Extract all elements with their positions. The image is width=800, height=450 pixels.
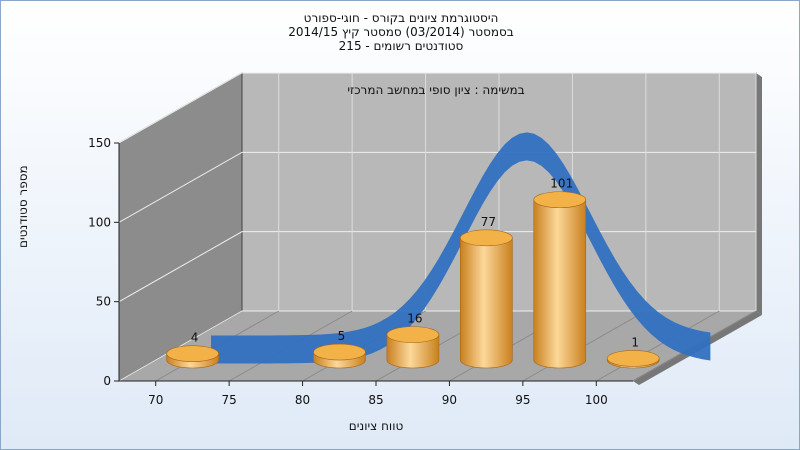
- x-tick-label: 100: [585, 393, 608, 407]
- chart-title: היסטוגרמת ציונים בקורס - חוגי-ספורט בסמס…: [1, 11, 799, 53]
- data-label: 16: [407, 312, 422, 326]
- x-tick-label: 70: [148, 393, 163, 407]
- chart-subtitle: במשימה : ציון סופי במחשב המרכזי: [347, 83, 525, 97]
- bar-top: [166, 345, 219, 362]
- normal-curve-ribbon: [211, 132, 711, 364]
- bar-body: [533, 199, 587, 369]
- bar-body: [386, 334, 440, 369]
- data-label: 77: [481, 215, 496, 229]
- x-tick-label: 90: [442, 393, 457, 407]
- x-axis-label: טווח ציונים: [348, 419, 404, 433]
- data-label: 5: [338, 329, 346, 343]
- y-tick-label: 0: [103, 374, 111, 388]
- y-axis-label: מספר סטודנטים: [16, 165, 30, 248]
- data-label: 101: [550, 177, 573, 191]
- x-tick-label: 95: [515, 393, 530, 407]
- bar: 1: [606, 335, 660, 369]
- y-gridline: [118, 72, 756, 144]
- y-tick-label: 50: [96, 295, 111, 309]
- title-line-3: סטודנטים רשומים - 215: [338, 39, 464, 53]
- bar: 5: [313, 329, 366, 369]
- floor-gridline: [596, 310, 720, 382]
- bar: 4: [166, 331, 219, 369]
- title-line-1: היסטוגרמת ציונים בקורס - חוגי-ספורט: [303, 11, 499, 25]
- title-line-2: בסמסטר (03/2014) סמסטר קיץ 2014/15: [288, 25, 514, 39]
- x-tick-label: 80: [295, 393, 310, 407]
- bar-top: [606, 350, 660, 367]
- y-gridline: [118, 151, 756, 223]
- x-tick-label: 85: [368, 393, 383, 407]
- data-label: 1: [631, 335, 639, 349]
- bar-top: [460, 229, 513, 247]
- y-tick-label: 150: [88, 136, 111, 150]
- x-tick-label: 75: [222, 393, 237, 407]
- bar: 77: [460, 215, 513, 369]
- bar: 101: [533, 177, 587, 369]
- bar-body: [460, 237, 513, 369]
- bar-top: [533, 191, 587, 209]
- bar-top: [313, 343, 366, 361]
- data-label: 4: [191, 331, 199, 345]
- back-wall-edge: [756, 73, 762, 315]
- y-tick-label: 100: [88, 215, 111, 229]
- bar-top: [386, 326, 440, 343]
- bar: 16: [386, 312, 440, 369]
